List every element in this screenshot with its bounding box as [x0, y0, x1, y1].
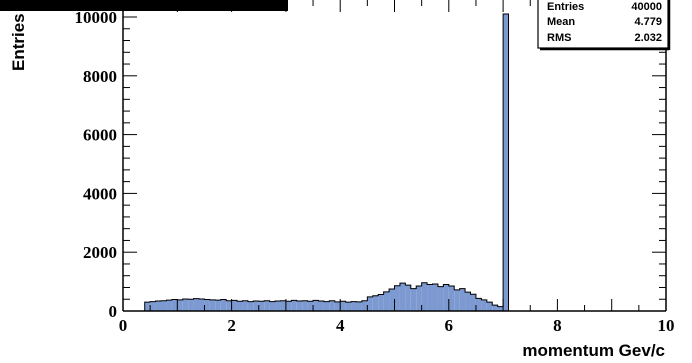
histogram-bar — [361, 300, 368, 311]
histogram-bar — [367, 296, 373, 311]
histogram-bar — [231, 300, 238, 311]
histogram-bar — [318, 301, 324, 311]
right-axis-ticks — [652, 16, 666, 312]
histogram-bar — [307, 301, 314, 311]
stats-mean-value: 4.779 — [634, 16, 662, 28]
histogram-bar — [258, 301, 265, 311]
histogram-bar — [193, 298, 200, 311]
y-tick-label: 10000 — [75, 8, 118, 27]
histogram-outline — [144, 13, 510, 311]
histogram-bar — [199, 298, 205, 311]
x-tick-label: 0 — [119, 316, 128, 335]
histogram-bar — [427, 284, 433, 311]
histogram-bar — [378, 294, 384, 311]
histogram-bar — [389, 288, 395, 311]
histogram-bar — [432, 283, 438, 311]
y-axis-ticks: 0 2000 4000 6000 8000 10000 — [75, 8, 137, 321]
histogram-bar — [280, 300, 286, 311]
histogram-bar — [155, 301, 162, 311]
histogram-bar — [177, 299, 183, 311]
histogram-bar — [383, 291, 390, 311]
y-tick-label: 2000 — [83, 243, 117, 262]
y-axis-title: Entries — [9, 13, 28, 71]
histogram-bar — [443, 284, 449, 311]
histogram-bar — [437, 286, 444, 311]
x-tick-label: 10 — [658, 316, 675, 335]
histogram-bar — [410, 288, 417, 311]
histogram-bar — [302, 300, 308, 311]
histogram-bar — [285, 301, 292, 311]
histogram-bar — [405, 285, 411, 311]
histogram-bar — [334, 301, 341, 311]
histogram-bar — [470, 294, 476, 311]
histogram-bar — [171, 299, 178, 311]
histogram-bar — [454, 289, 460, 311]
histogram-bar — [340, 301, 346, 311]
histogram-bar — [215, 300, 221, 311]
y-tick-label: 8000 — [83, 67, 117, 86]
histogram-bar — [399, 283, 406, 311]
stats-rms-value: 2.032 — [634, 32, 662, 44]
histogram-bar — [247, 301, 254, 311]
histogram-bar — [345, 302, 352, 311]
histogram-bar — [351, 301, 357, 311]
histogram-bar — [264, 300, 270, 311]
y-tick-label: 6000 — [83, 126, 117, 145]
histogram-bar — [296, 301, 303, 311]
histogram-bar — [253, 301, 259, 311]
histogram-bar — [204, 299, 210, 311]
histogram-bar — [182, 298, 189, 311]
x-tick-label: 4 — [336, 316, 345, 335]
histogram-bar — [356, 301, 362, 311]
histogram-bar — [161, 300, 167, 311]
stats-rms-label: RMS — [547, 32, 571, 44]
histogram-bar — [188, 299, 194, 311]
x-tick-label: 6 — [445, 316, 454, 335]
histogram-bar — [459, 288, 466, 311]
x-tick-label: 2 — [227, 316, 236, 335]
histogram-bar — [481, 299, 487, 311]
histogram-bar — [166, 300, 172, 311]
histogram-bar — [237, 301, 243, 311]
stats-mean-label: Mean — [547, 16, 575, 28]
histogram-bar — [209, 299, 216, 311]
histogram-bar — [275, 301, 281, 311]
histogram-bar — [421, 282, 428, 311]
histogram-bar — [465, 292, 471, 311]
title-box-edge — [0, 0, 288, 11]
histogram-bar — [448, 286, 455, 311]
histogram-bar — [497, 306, 504, 311]
histogram-bar — [269, 301, 276, 311]
histogram-bar — [394, 285, 400, 311]
histogram-bar — [144, 302, 151, 311]
stats-box: Entries 40000 Mean 4.779 RMS 2.032 — [537, 0, 671, 51]
histogram-bar — [503, 14, 509, 312]
histogram-bar — [416, 286, 422, 311]
histogram-bar — [323, 301, 330, 311]
y-tick-label: 4000 — [83, 184, 117, 203]
x-axis-title: momentum Gev/c — [522, 341, 665, 360]
histogram-bar — [329, 300, 335, 311]
x-tick-label: 8 — [553, 316, 562, 335]
histogram-bar — [475, 298, 482, 311]
histogram-bar — [220, 299, 227, 311]
histogram-bars — [144, 14, 509, 312]
histogram-bar — [226, 300, 232, 311]
stats-entries-label: Entries — [547, 1, 584, 13]
stats-entries-value: 40000 — [631, 1, 662, 13]
histogram-bar — [486, 302, 493, 311]
y-tick-label: 0 — [109, 302, 118, 321]
histogram-bar — [150, 301, 156, 311]
histogram-bar — [291, 300, 297, 311]
histogram-bar — [492, 305, 498, 311]
histogram-bar — [372, 295, 379, 311]
x-axis-ticks: 0 2 4 6 8 10 — [119, 299, 675, 335]
histogram-bar — [313, 300, 319, 311]
histogram-bar — [242, 300, 248, 311]
